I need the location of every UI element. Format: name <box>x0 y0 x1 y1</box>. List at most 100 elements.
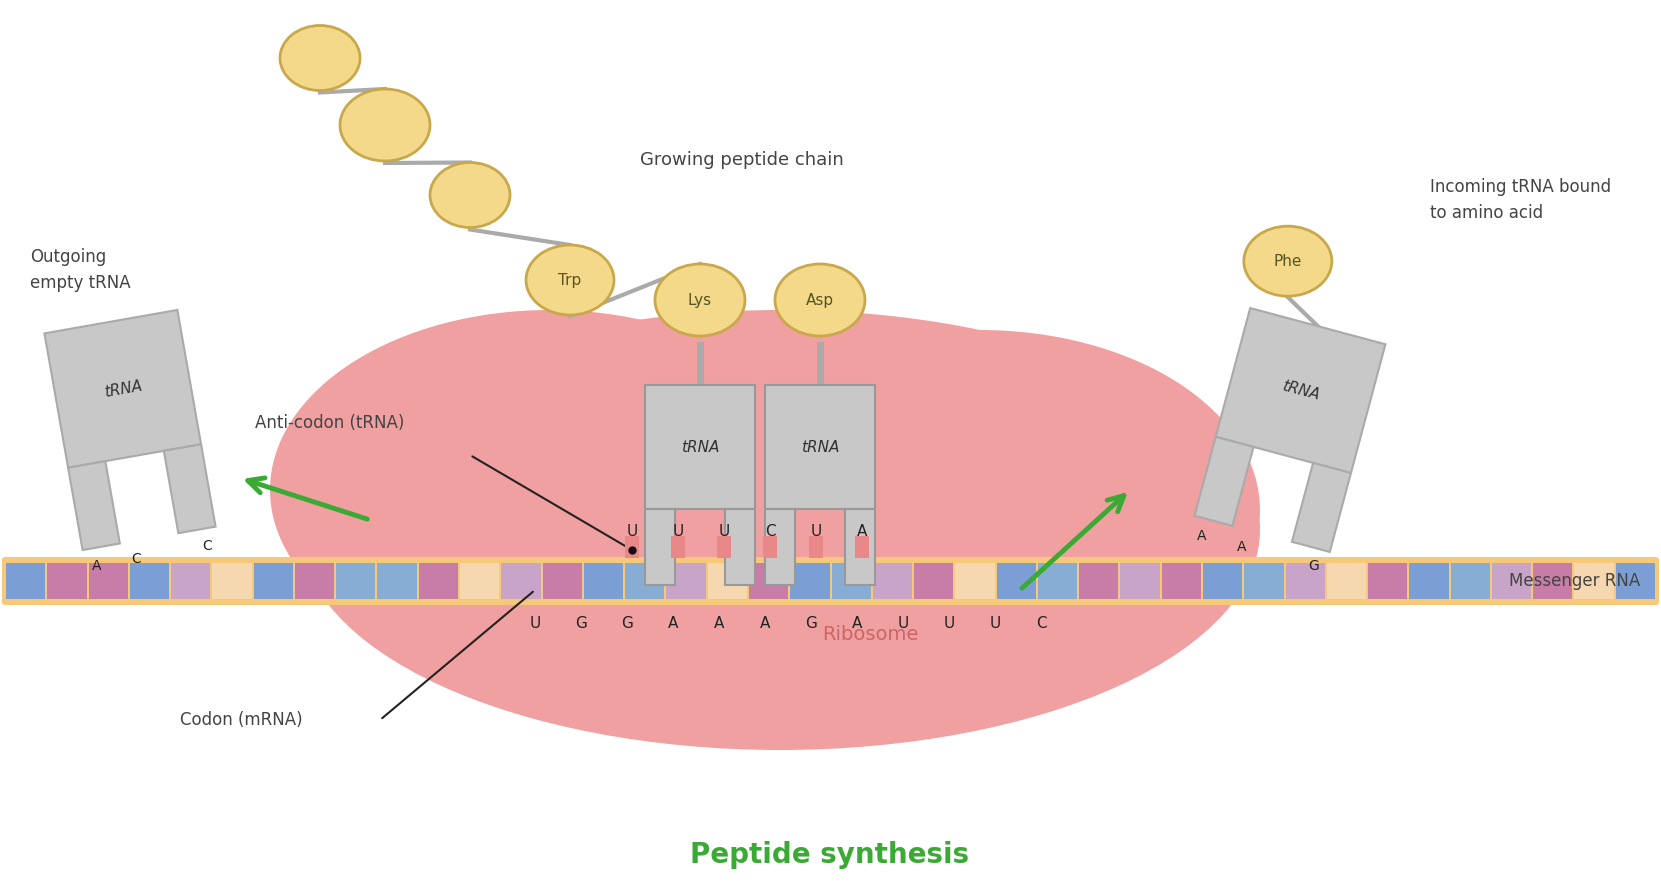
Text: U: U <box>626 525 638 540</box>
Text: A: A <box>852 616 862 631</box>
FancyBboxPatch shape <box>2 557 1659 605</box>
Ellipse shape <box>776 264 865 336</box>
Bar <box>1244 563 1284 599</box>
Bar <box>336 563 375 599</box>
Bar <box>762 536 777 558</box>
Polygon shape <box>68 461 120 550</box>
Text: tRNA: tRNA <box>1281 379 1320 403</box>
Text: Lys: Lys <box>688 292 713 308</box>
Text: G: G <box>1309 559 1319 573</box>
Bar <box>644 509 674 585</box>
Text: A: A <box>1196 529 1206 543</box>
Text: U: U <box>990 616 1000 631</box>
Text: Incoming tRNA bound
to amino acid: Incoming tRNA bound to amino acid <box>1430 179 1611 221</box>
Bar <box>460 563 500 599</box>
Bar <box>1492 563 1531 599</box>
Bar <box>855 536 869 558</box>
Polygon shape <box>164 444 216 533</box>
Text: Codon (mRNA): Codon (mRNA) <box>179 711 302 729</box>
Bar <box>1369 563 1407 599</box>
Bar <box>749 563 789 599</box>
Ellipse shape <box>430 163 510 228</box>
Bar <box>671 536 684 558</box>
Bar <box>377 563 417 599</box>
Ellipse shape <box>699 330 1261 690</box>
Bar <box>1575 563 1614 599</box>
Bar <box>872 563 912 599</box>
Bar <box>726 509 756 585</box>
Ellipse shape <box>281 26 360 91</box>
Bar <box>766 509 794 585</box>
Bar <box>543 563 581 599</box>
Ellipse shape <box>341 89 430 161</box>
Text: Ribosome: Ribosome <box>822 626 919 645</box>
Text: U: U <box>673 525 684 540</box>
Bar <box>1533 563 1573 599</box>
Bar <box>419 563 458 599</box>
Text: U: U <box>943 616 955 631</box>
Text: Anti-codon (tRNA): Anti-codon (tRNA) <box>256 414 404 432</box>
Bar <box>585 563 623 599</box>
Bar <box>296 563 334 599</box>
Text: U: U <box>811 525 822 540</box>
Text: C: C <box>203 540 213 553</box>
Text: U: U <box>897 616 909 631</box>
Bar <box>718 536 731 558</box>
Text: tRNA: tRNA <box>801 439 839 454</box>
Bar <box>502 563 540 599</box>
Ellipse shape <box>271 310 830 670</box>
Text: A: A <box>1236 540 1246 554</box>
Bar <box>1616 563 1654 599</box>
Text: G: G <box>575 616 586 631</box>
Ellipse shape <box>1244 226 1332 296</box>
Bar <box>1203 563 1242 599</box>
Bar <box>130 563 169 599</box>
Polygon shape <box>45 310 201 468</box>
Ellipse shape <box>527 245 615 315</box>
Text: Messenger RNA: Messenger RNA <box>1508 572 1639 590</box>
Text: tRNA: tRNA <box>103 378 143 399</box>
Bar <box>1409 563 1448 599</box>
Bar <box>997 563 1036 599</box>
Text: C: C <box>131 552 141 566</box>
Text: G: G <box>806 616 817 631</box>
Bar <box>254 563 292 599</box>
Bar <box>766 385 875 509</box>
Text: A: A <box>759 616 771 631</box>
Bar <box>809 536 822 558</box>
Bar <box>1286 563 1325 599</box>
Bar <box>1038 563 1076 599</box>
Text: Outgoing
empty tRNA: Outgoing empty tRNA <box>30 249 131 292</box>
Bar <box>1121 563 1159 599</box>
Ellipse shape <box>654 264 746 336</box>
Bar <box>666 563 706 599</box>
Bar <box>1161 563 1201 599</box>
Text: A: A <box>91 559 101 573</box>
Ellipse shape <box>520 460 920 660</box>
Text: U: U <box>718 525 729 540</box>
Text: A: A <box>857 525 867 540</box>
Text: A: A <box>714 616 724 631</box>
Text: Phe: Phe <box>1274 253 1302 268</box>
Bar <box>845 509 875 585</box>
Text: C: C <box>1036 616 1046 631</box>
Polygon shape <box>1216 308 1385 473</box>
Text: tRNA: tRNA <box>681 439 719 454</box>
Text: Growing peptide chain: Growing peptide chain <box>639 151 844 169</box>
Bar <box>708 563 747 599</box>
Polygon shape <box>1194 436 1254 526</box>
Text: Peptide synthesis: Peptide synthesis <box>691 841 970 869</box>
Text: G: G <box>621 616 633 631</box>
Polygon shape <box>1292 463 1350 552</box>
Bar <box>914 563 953 599</box>
Text: A: A <box>668 616 678 631</box>
Bar <box>213 563 252 599</box>
Bar <box>1080 563 1118 599</box>
Bar <box>7 563 45 599</box>
Text: C: C <box>764 525 776 540</box>
Text: U: U <box>530 616 540 631</box>
Bar <box>625 536 639 558</box>
Bar <box>171 563 211 599</box>
Text: Asp: Asp <box>806 292 834 308</box>
Bar <box>1327 563 1365 599</box>
